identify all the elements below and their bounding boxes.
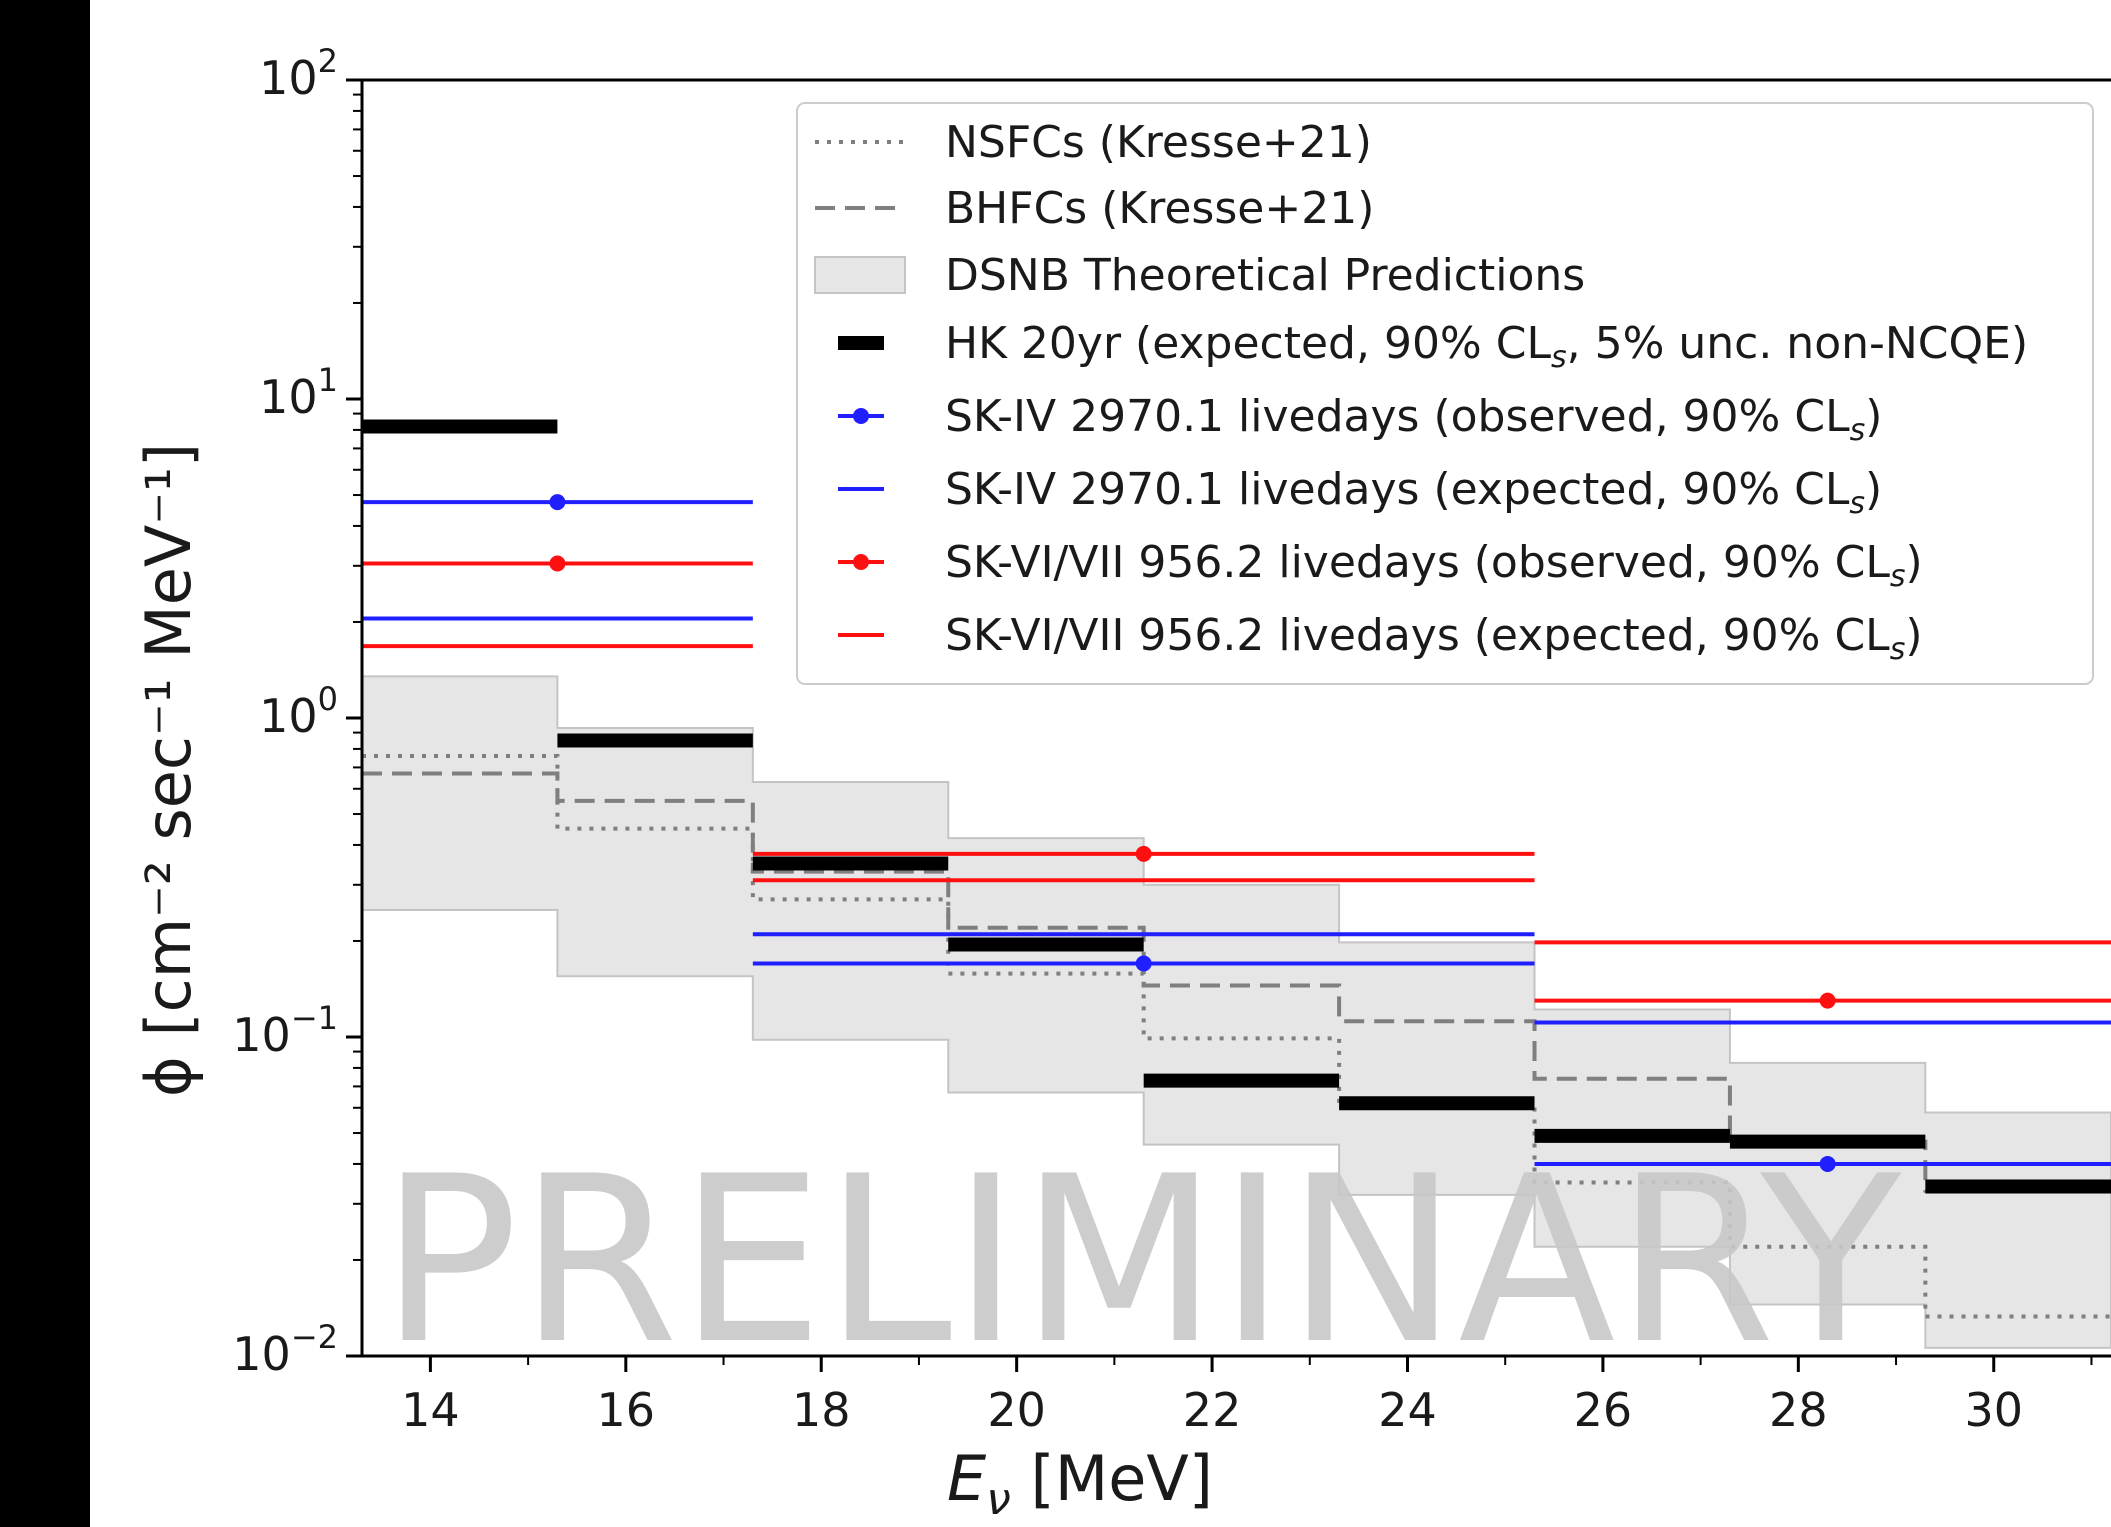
x-tick-label: 16 [597, 1383, 656, 1437]
x-tick-label: 26 [1574, 1383, 1633, 1437]
series-5-marker-1 [1135, 845, 1152, 862]
y-tick-label: 10−2 [232, 1318, 338, 1381]
dsnb-prediction-band [361, 675, 2111, 1349]
x-axis-label: Eν [MeV] [947, 1442, 1213, 1525]
y-axis-label: ϕ [cm⁻² sec⁻¹ MeV⁻¹] [132, 443, 205, 1097]
legend-box [796, 102, 2094, 685]
x-tick-label: 24 [1378, 1383, 1437, 1437]
x-tick-label: 22 [1183, 1383, 1242, 1437]
series-step-1 [362, 771, 2111, 1193]
watermark-layer: PRELIMINARY [380, 1128, 1902, 1395]
legend-entry-label: SK-IV 2970.1 livedays (observed, 90% CLs… [945, 391, 1882, 448]
legend-entry-label: SK-VI/VII 956.2 livedays (expected, 90% … [945, 610, 1923, 667]
x-tick-label: 14 [401, 1383, 460, 1437]
legend-entry-label: SK-VI/VII 956.2 livedays (observed, 90% … [945, 537, 1923, 594]
axes-layer: 14 16 18 20 22 24 26 28 30 10−2 10−1 100 101 102 [232, 42, 2111, 1437]
series-5-marker-0 [549, 555, 566, 572]
legend: NSFCs (Kresse+21) BHFCs (Kresse+21) DSNB T… [796, 102, 2094, 685]
x-tick-label: 30 [1964, 1383, 2023, 1437]
y-tick-label: 101 [259, 361, 338, 424]
y-tick-label: 10−1 [232, 999, 338, 1062]
legend-entry-label: BHFCs (Kresse+21) [945, 183, 1374, 234]
prediction-band-layer [361, 675, 2111, 1349]
y-tick-label: 102 [259, 42, 338, 105]
legend-entry-label: NSFCs (Kresse+21) [945, 117, 1372, 168]
x-tick-label: 18 [792, 1383, 851, 1437]
series-3-marker-1 [1135, 955, 1152, 972]
x-tick-label: 28 [1769, 1383, 1828, 1437]
legend-entry-label: SK-IV 2970.1 livedays (expected, 90% CLs… [945, 464, 1882, 521]
series-3-marker-0 [549, 494, 566, 511]
series-layer [362, 419, 2111, 1319]
series-5-marker-2 [1819, 992, 1836, 1009]
legend-handle-marker [853, 554, 869, 570]
left-border-bar [0, 0, 90, 1527]
y-tick-label: 100 [259, 680, 338, 743]
legend-entry-label: HK 20yr (expected, 90% CLs, 5% unc. non-… [945, 318, 2028, 375]
axis-labels-layer: Eν [MeV] ϕ [cm⁻² sec⁻¹ MeV⁻¹] [132, 443, 1213, 1525]
legend-entry-label: DSNB Theoretical Predictions [945, 250, 1585, 301]
legend-handle-marker [853, 408, 869, 424]
series-3-marker-2 [1819, 1155, 1836, 1172]
preliminary-watermark: PRELIMINARY [380, 1128, 1902, 1395]
x-tick-label: 20 [987, 1383, 1046, 1437]
legend-handle-band [814, 256, 906, 294]
